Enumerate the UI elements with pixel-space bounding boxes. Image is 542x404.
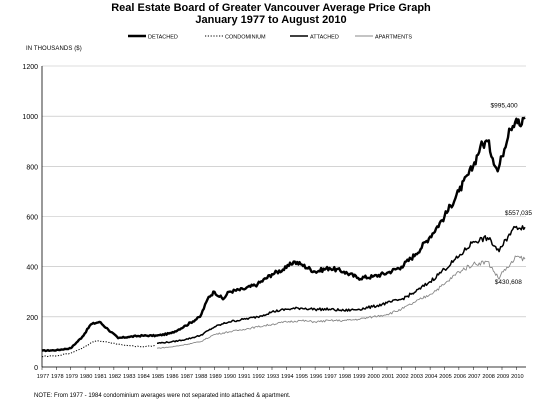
- x-tick-label: 1983: [123, 374, 135, 380]
- y-tick-label: 1000: [22, 114, 38, 121]
- x-tick-label: 2009: [497, 374, 509, 380]
- x-tick-label: 2010: [511, 374, 523, 380]
- y-tick-label: 800: [26, 164, 38, 171]
- legend-label-detached: DETACHED: [148, 34, 178, 40]
- series-line-attached: [157, 225, 526, 344]
- y-tick-label: 0: [34, 365, 38, 372]
- x-tick-label: 1981: [94, 374, 106, 380]
- legend-label-attached: ATTACHED: [310, 34, 339, 40]
- series-line-condominium: [41, 340, 156, 358]
- series-lines: [41, 116, 526, 358]
- y-tick-label: 600: [26, 215, 38, 222]
- y-tick-label: 200: [26, 315, 38, 322]
- annotation-label: $995,400: [490, 102, 517, 109]
- x-tick-label: 2002: [396, 374, 408, 380]
- x-tick-label: 2004: [425, 374, 437, 380]
- x-tick-label: 1998: [339, 374, 351, 380]
- y-tick-label: 1200: [22, 64, 38, 71]
- x-tick-label: 2007: [468, 374, 480, 380]
- x-tick-label: 1985: [152, 374, 164, 380]
- annotation-label: $557,035: [505, 210, 532, 217]
- footnote: NOTE: From 1977 - 1984 condominium avera…: [34, 393, 291, 399]
- legend-label-apartments: APARTMENTS: [375, 34, 412, 40]
- y-tick-label: 400: [26, 265, 38, 272]
- x-tick-label: 1988: [195, 374, 207, 380]
- series-line-detached: [41, 116, 526, 353]
- x-tick-label: 2008: [482, 374, 494, 380]
- x-tick-label: 2001: [382, 374, 394, 380]
- x-tick-label: 2006: [454, 374, 466, 380]
- chart-subtitle: January 1977 to August 2010: [195, 14, 347, 26]
- y-axis-unit-label: IN THOUSANDS ($): [26, 46, 82, 52]
- x-tick-label: 1991: [238, 374, 250, 380]
- x-tick-label: 1977: [37, 374, 49, 380]
- x-tick-label: 1984: [137, 374, 149, 380]
- x-tick-label: 1986: [166, 374, 178, 380]
- series-line-apartments: [156, 255, 526, 349]
- x-tick-label: 1992: [252, 374, 264, 380]
- x-tick-label: 2003: [411, 374, 423, 380]
- x-tick-label: 2000: [367, 374, 379, 380]
- x-tick-labels: 1977 1978 1979 1980 1981 1982 1983 1984 1985 1986…: [37, 374, 524, 380]
- x-tick-label: 1987: [181, 374, 193, 380]
- y-tick-labels: 0 200 400 600 800 1000 1200: [22, 64, 38, 372]
- x-tick-label: 1990: [224, 374, 236, 380]
- x-tick-label: 1980: [80, 374, 92, 380]
- x-tick-label: 1989: [209, 374, 221, 380]
- annotations: $995,400 $557,035 $430,608: [490, 102, 532, 286]
- x-tick-label: 1979: [66, 374, 78, 380]
- legend: DETACHED CONDOMINIUM ATTACHED APARTMENTS: [128, 34, 412, 40]
- annotation-label: $430,608: [495, 279, 522, 286]
- legend-label-condominium: CONDOMINIUM: [225, 34, 266, 40]
- x-tick-label: 1982: [109, 374, 121, 380]
- chart-title: Real Estate Board of Greater Vancouver A…: [111, 2, 431, 14]
- x-tick-label: 1997: [324, 374, 336, 380]
- x-tick-label: 1994: [281, 374, 293, 380]
- x-tick-label: 2005: [439, 374, 451, 380]
- x-tick-label: 1993: [267, 374, 279, 380]
- x-tick-label: 1999: [353, 374, 365, 380]
- x-tick-label: 1996: [310, 374, 322, 380]
- x-tick-label: 1995: [296, 374, 308, 380]
- x-tick-label: 1978: [51, 374, 63, 380]
- axes: [41, 66, 526, 370]
